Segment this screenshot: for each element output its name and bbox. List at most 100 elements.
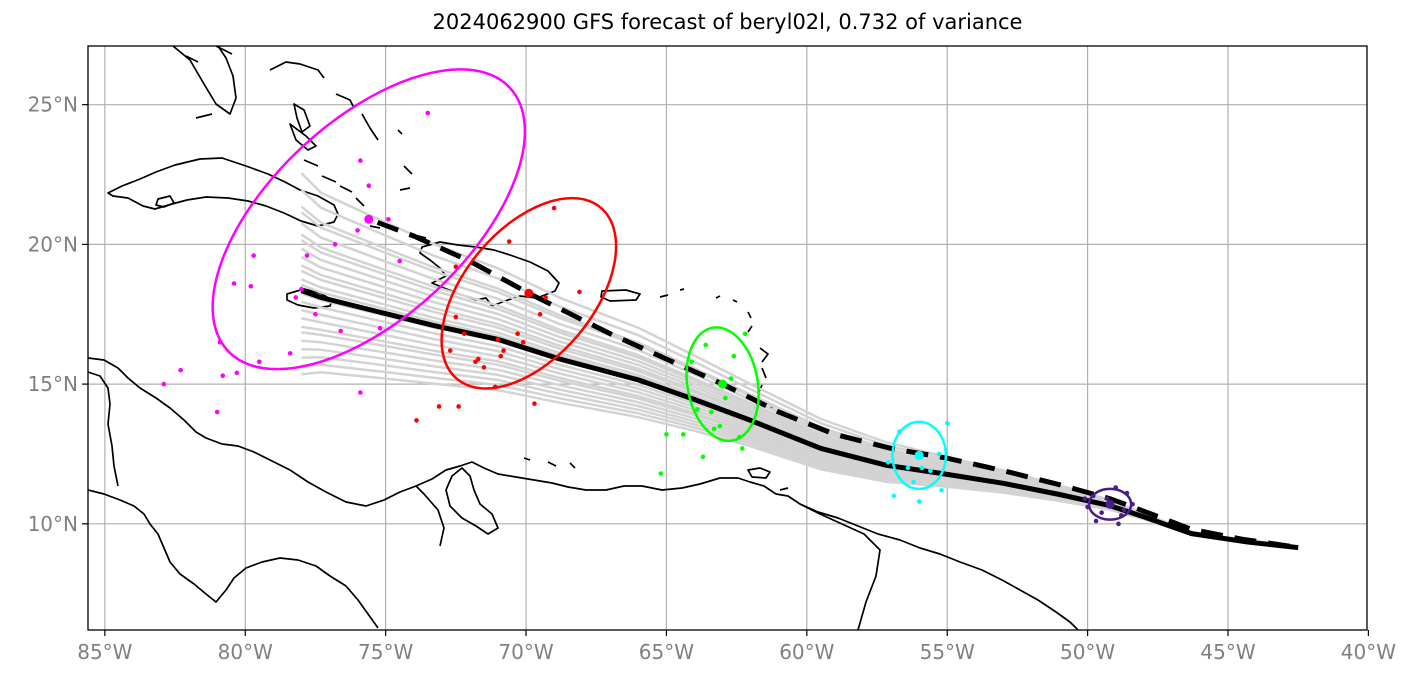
member-position-point <box>366 183 372 189</box>
coast-guajira <box>415 485 445 547</box>
x-tick-label: 60°W <box>779 640 834 664</box>
member-position-point <box>234 370 240 376</box>
x-tick-label: 80°W <box>218 640 273 664</box>
member-position-point <box>1104 496 1110 501</box>
member-position-point <box>728 376 734 381</box>
ensemble-member-track <box>300 233 1299 549</box>
member-position-point <box>928 468 933 474</box>
coast-venezuela-east <box>799 503 881 630</box>
member-position-point <box>248 284 254 289</box>
cluster-mean-point <box>1105 499 1115 509</box>
coast-isla-juventud <box>155 195 175 208</box>
ensemble-tracks <box>300 172 1299 549</box>
forecast-cluster <box>658 326 760 476</box>
coast-abc-islands <box>523 457 576 469</box>
ensemble-member-track <box>300 205 1299 549</box>
member-position-point <box>891 493 897 499</box>
member-position-point <box>358 390 363 395</box>
coast-puerto-rico <box>600 289 641 302</box>
member-position-point <box>355 228 360 233</box>
member-position-point <box>709 409 714 415</box>
forecast-cluster <box>1082 485 1135 527</box>
y-tick-label: 10°N <box>28 512 78 536</box>
member-position-point <box>680 432 686 437</box>
control-track-line <box>367 216 1291 549</box>
coast-panama <box>88 489 347 603</box>
member-position-point <box>936 451 942 457</box>
member-position-point <box>313 311 318 317</box>
x-tick-label: 50°W <box>1060 640 1115 664</box>
member-position-point <box>1121 507 1127 513</box>
member-position-point <box>481 365 487 370</box>
member-position-point <box>577 289 582 295</box>
coast-maracaibo <box>445 467 499 535</box>
uncertainty-ellipse <box>685 326 760 443</box>
member-position-point <box>386 216 391 222</box>
member-position-point <box>905 465 911 471</box>
member-position-point <box>1116 521 1121 527</box>
x-tick-label: 75°W <box>358 640 413 664</box>
ensemble-member-track <box>300 239 1299 549</box>
forecast-cluster <box>885 420 950 504</box>
y-tick-label: 25°N <box>28 93 78 117</box>
member-position-point <box>178 367 183 373</box>
member-position-point <box>911 479 916 485</box>
member-position-point <box>338 328 344 334</box>
member-position-point <box>475 356 481 362</box>
member-position-point <box>293 295 299 300</box>
member-position-point <box>885 460 891 465</box>
mean-track-line <box>300 288 1299 551</box>
coast-florida <box>172 46 237 115</box>
member-position-point <box>515 331 520 337</box>
member-position-point <box>543 295 548 300</box>
cluster-mean-point <box>524 288 534 298</box>
cluster-mean-point <box>718 379 728 389</box>
member-position-point <box>739 446 745 451</box>
member-position-point <box>358 158 363 163</box>
member-position-point <box>473 359 478 365</box>
member-position-point <box>501 348 506 353</box>
member-position-point <box>703 342 709 348</box>
x-tick-label: 40°W <box>1341 640 1396 664</box>
member-position-point <box>537 311 543 317</box>
member-position-point <box>251 253 256 258</box>
coast-colombia-pacific <box>345 585 379 629</box>
forecast-cluster <box>161 68 527 415</box>
member-position-point <box>919 465 925 471</box>
member-position-point <box>944 420 950 426</box>
x-tick-label: 70°W <box>498 640 553 664</box>
x-tick-label: 65°W <box>639 640 694 664</box>
member-position-point <box>551 205 557 211</box>
uncertainty-ellipse <box>211 68 527 371</box>
x-tick-label: 55°W <box>920 640 975 664</box>
member-position-point <box>1099 510 1104 515</box>
coast-nicaragua <box>88 371 119 487</box>
member-position-point <box>447 348 453 353</box>
chart-title: 2024062900 GFS forecast of beryl02l, 0.7… <box>432 10 1023 34</box>
plot-frame <box>87 45 1368 631</box>
forecast-cluster <box>414 196 618 423</box>
cluster-mean-point <box>914 450 924 460</box>
mean-track <box>300 288 1299 551</box>
member-position-point <box>436 404 442 409</box>
member-position-point <box>299 286 304 292</box>
coastlines <box>88 46 1079 630</box>
member-position-point <box>304 253 310 258</box>
member-position-point <box>717 423 723 429</box>
member-position-point <box>700 454 706 460</box>
member-position-point <box>495 337 501 342</box>
member-position-point <box>456 404 461 409</box>
member-position-point <box>377 325 383 331</box>
member-position-point <box>723 395 728 401</box>
uncertainty-ellipse <box>440 196 618 390</box>
gridlines <box>88 46 1367 630</box>
y-tick-label: 20°N <box>28 232 78 256</box>
member-position-point <box>939 487 944 493</box>
ensemble-member-track <box>300 172 1299 549</box>
member-position-point <box>332 242 338 247</box>
member-position-point <box>461 331 467 337</box>
member-position-point <box>916 499 922 504</box>
member-position-point <box>506 239 512 244</box>
uncertainty-ellipse <box>1087 487 1133 521</box>
